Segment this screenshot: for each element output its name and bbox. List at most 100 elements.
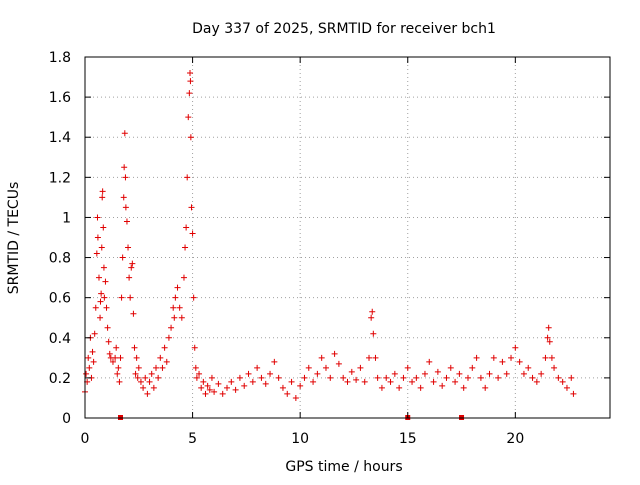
data-point xyxy=(130,310,137,317)
data-point xyxy=(168,324,175,331)
data-point xyxy=(128,264,135,271)
y-tick-label: 0 xyxy=(62,411,71,427)
y-tick-label: 1.8 xyxy=(49,50,71,66)
data-point xyxy=(228,378,235,385)
chart-title: Day 337 of 2025, SRMTID for receiver bch… xyxy=(192,21,496,37)
data-point xyxy=(327,374,334,381)
data-point xyxy=(187,134,194,141)
data-point xyxy=(98,244,105,251)
data-point xyxy=(100,264,107,271)
data-point xyxy=(198,384,205,391)
data-point xyxy=(94,214,101,221)
y-tick-label: 0.2 xyxy=(49,371,71,387)
data-point xyxy=(452,378,459,385)
data-point xyxy=(520,370,527,377)
data-point xyxy=(100,224,107,231)
data-point xyxy=(186,90,193,97)
data-point xyxy=(85,354,92,361)
data-point xyxy=(99,188,106,195)
data-point xyxy=(245,370,252,377)
data-point xyxy=(113,344,120,351)
data-point xyxy=(132,370,139,377)
data-point xyxy=(90,358,97,365)
data-point xyxy=(512,344,519,351)
data-point xyxy=(344,378,351,385)
data-point xyxy=(116,378,123,385)
data-point xyxy=(529,374,536,381)
data-point xyxy=(348,368,355,375)
data-point xyxy=(83,370,90,377)
data-point xyxy=(146,378,153,385)
data-point xyxy=(104,324,111,331)
data-point xyxy=(206,386,213,393)
data-point xyxy=(185,114,192,121)
data-point xyxy=(460,384,467,391)
data-point xyxy=(163,358,170,365)
data-point xyxy=(101,294,108,301)
data-point xyxy=(236,374,243,381)
data-point xyxy=(106,350,113,357)
data-point xyxy=(284,390,291,397)
data-point xyxy=(131,344,138,351)
data-point xyxy=(413,374,420,381)
data-point xyxy=(353,376,360,383)
data-point xyxy=(447,364,454,371)
data-point xyxy=(109,358,116,365)
data-point xyxy=(129,260,136,267)
data-points xyxy=(82,70,577,401)
data-point xyxy=(182,244,189,251)
data-point xyxy=(118,294,125,301)
data-point xyxy=(232,386,239,393)
data-point xyxy=(89,348,96,355)
x-tick-label: 15 xyxy=(399,431,417,447)
x-tick-label: 10 xyxy=(291,431,309,447)
data-point xyxy=(486,370,493,377)
data-point xyxy=(188,204,195,211)
data-point xyxy=(495,374,502,381)
data-point xyxy=(318,354,325,361)
x-axis-label: GPS time / hours xyxy=(285,459,402,475)
y-tick-label: 1.2 xyxy=(49,170,71,186)
data-point xyxy=(563,384,570,391)
data-point xyxy=(516,358,523,365)
data-point xyxy=(301,374,308,381)
data-point xyxy=(361,378,368,385)
data-point xyxy=(99,194,106,201)
data-point xyxy=(150,384,157,391)
data-point xyxy=(297,382,304,389)
data-point xyxy=(178,314,185,321)
data-point xyxy=(482,384,489,391)
data-point xyxy=(202,390,209,397)
data-point xyxy=(258,374,265,381)
data-point xyxy=(262,380,269,387)
data-point xyxy=(340,374,347,381)
data-point xyxy=(165,334,172,341)
data-point xyxy=(368,314,375,321)
data-point xyxy=(456,370,463,377)
data-point xyxy=(477,374,484,381)
data-point xyxy=(134,374,141,381)
data-point xyxy=(533,378,540,385)
data-point xyxy=(538,370,545,377)
data-point xyxy=(153,364,160,371)
data-point xyxy=(92,304,99,311)
data-point xyxy=(430,378,437,385)
data-point xyxy=(391,370,398,377)
data-point xyxy=(267,370,274,377)
data-point xyxy=(103,304,110,311)
data-point xyxy=(271,358,278,365)
data-point xyxy=(551,364,558,371)
data-point xyxy=(187,78,194,85)
data-point xyxy=(94,234,101,241)
data-point xyxy=(120,194,127,201)
data-point xyxy=(357,364,364,371)
data-point xyxy=(196,370,203,377)
data-point xyxy=(544,334,551,341)
data-point xyxy=(568,374,575,381)
data-point xyxy=(119,254,126,261)
data-point xyxy=(174,284,181,291)
data-point xyxy=(97,314,104,321)
data-point xyxy=(275,374,282,381)
data-point xyxy=(542,354,549,361)
x-tick-label: 5 xyxy=(188,431,197,447)
